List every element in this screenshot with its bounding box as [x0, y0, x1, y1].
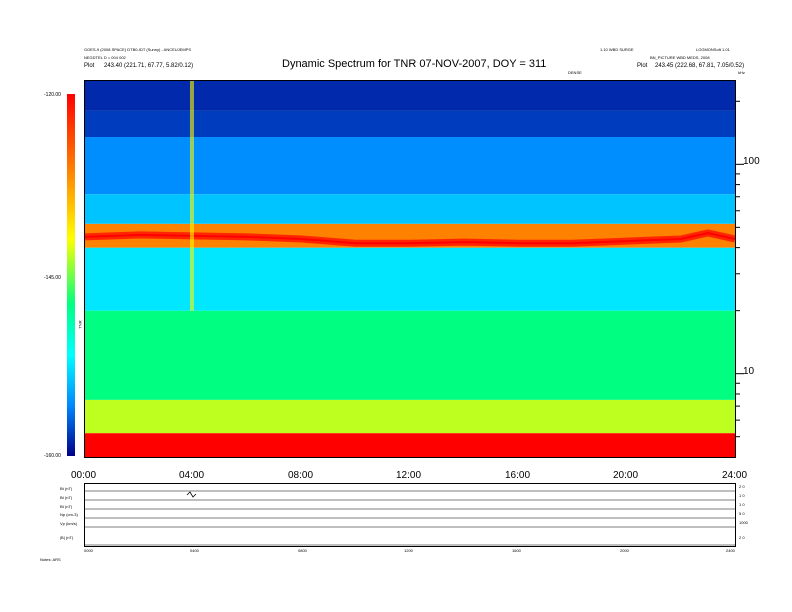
panel-row-label-0: Bt (nT)	[60, 486, 73, 491]
panel-x-tick-5: 2000	[620, 548, 629, 553]
x-tick-1: 04:00	[179, 470, 205, 481]
panel-x-tick-3: 1200	[404, 548, 413, 553]
panel-row-label-2: Bt (nT)	[60, 504, 73, 509]
spectrum-svg	[85, 81, 735, 457]
header-line1: GOES-9 (2008 SPACE) DTB0-IDT (Sunny) - A…	[84, 47, 191, 52]
chart-sublabel: DENSE	[568, 70, 582, 75]
colorbar	[67, 94, 75, 456]
y-tick-100: 100	[743, 156, 760, 167]
x-tick-2: 08:00	[288, 470, 314, 481]
panel-row-right-1: 1 0	[739, 493, 745, 498]
colorbar-side-label: TNR	[77, 320, 83, 329]
panel-footer: Notes: ARS	[40, 557, 61, 562]
panel-row-right-3: 5 0	[739, 511, 745, 516]
panel-row-right-0: 2 0	[739, 484, 745, 489]
panel-x-tick-6: 2400	[726, 548, 735, 553]
panel-row-right-2: 1 0	[739, 502, 745, 507]
right-axis-ticks	[736, 100, 744, 438]
panel-frame	[84, 483, 736, 547]
header-line3-label: Plot	[84, 63, 95, 69]
colorbar-mid-label: -145.00	[44, 275, 61, 281]
chart-title: Dynamic Spectrum for TNR 07-NOV-2007, DO…	[282, 58, 547, 70]
spectrum-band-0	[85, 433, 735, 457]
header-right-1a: 1.10 WBD SURGE	[600, 47, 634, 52]
spectrum-band-6	[85, 137, 735, 195]
timeseries-panel	[84, 483, 736, 547]
panel-x-tick-0: 0000	[84, 548, 93, 553]
panel-x-tick-2: 0800	[298, 548, 307, 553]
spectrum-band-7	[85, 110, 735, 138]
colorbar-top-label: -120.00	[44, 92, 61, 98]
x-tick-6: 24:00	[722, 470, 748, 481]
panel-row-label-1: Bt (nT)	[60, 495, 73, 500]
y-tick-10: 10	[743, 366, 755, 377]
panel-row-label-3: Np (cm-3)	[60, 512, 78, 517]
spectrum-band-2	[85, 310, 735, 400]
colorbar-bottom-label: -160.00	[44, 453, 61, 459]
x-tick-4: 16:00	[505, 470, 531, 481]
spectrum-band-1	[85, 399, 735, 434]
panel-row-label-4: Vp (km/s)	[60, 521, 78, 526]
header-line3-value: 243.40 (221.71, 67.77, 5.82/0.12)	[104, 63, 194, 69]
header-line2: NEGDTEL D = 004 002	[84, 55, 126, 60]
x-tick-3: 12:00	[396, 470, 422, 481]
spectrum-band-3	[85, 247, 735, 311]
header-right-1b: LOGMONSoft 1.01	[696, 47, 730, 52]
panel-x-tick-4: 1600	[512, 548, 521, 553]
spectrum-band-8	[85, 81, 735, 111]
panel-row-right-5: 2 0	[739, 535, 745, 540]
panel-row-right-4: 1000	[739, 520, 748, 525]
panel-row-label-5: |B| (nT)	[60, 535, 74, 540]
x-tick-0: 00:00	[71, 470, 97, 481]
emission-line-core	[85, 231, 735, 245]
radio-burst	[189, 81, 194, 311]
header-right-3-value: 243.45 (222.68, 67.81, 7.05/0.52)	[655, 63, 745, 69]
header-right-3-label: Plot	[637, 63, 648, 69]
spectrum-band-5	[85, 194, 735, 224]
y-unit-label: kHz	[738, 70, 745, 75]
header-right-2: BN_PICTURE WBD MEDS, 2008	[650, 55, 710, 60]
panel-x-tick-1: 0400	[190, 548, 199, 553]
spectrum-heatmap	[84, 80, 736, 458]
panel-disturbance	[186, 491, 197, 498]
x-tick-5: 20:00	[613, 470, 639, 481]
